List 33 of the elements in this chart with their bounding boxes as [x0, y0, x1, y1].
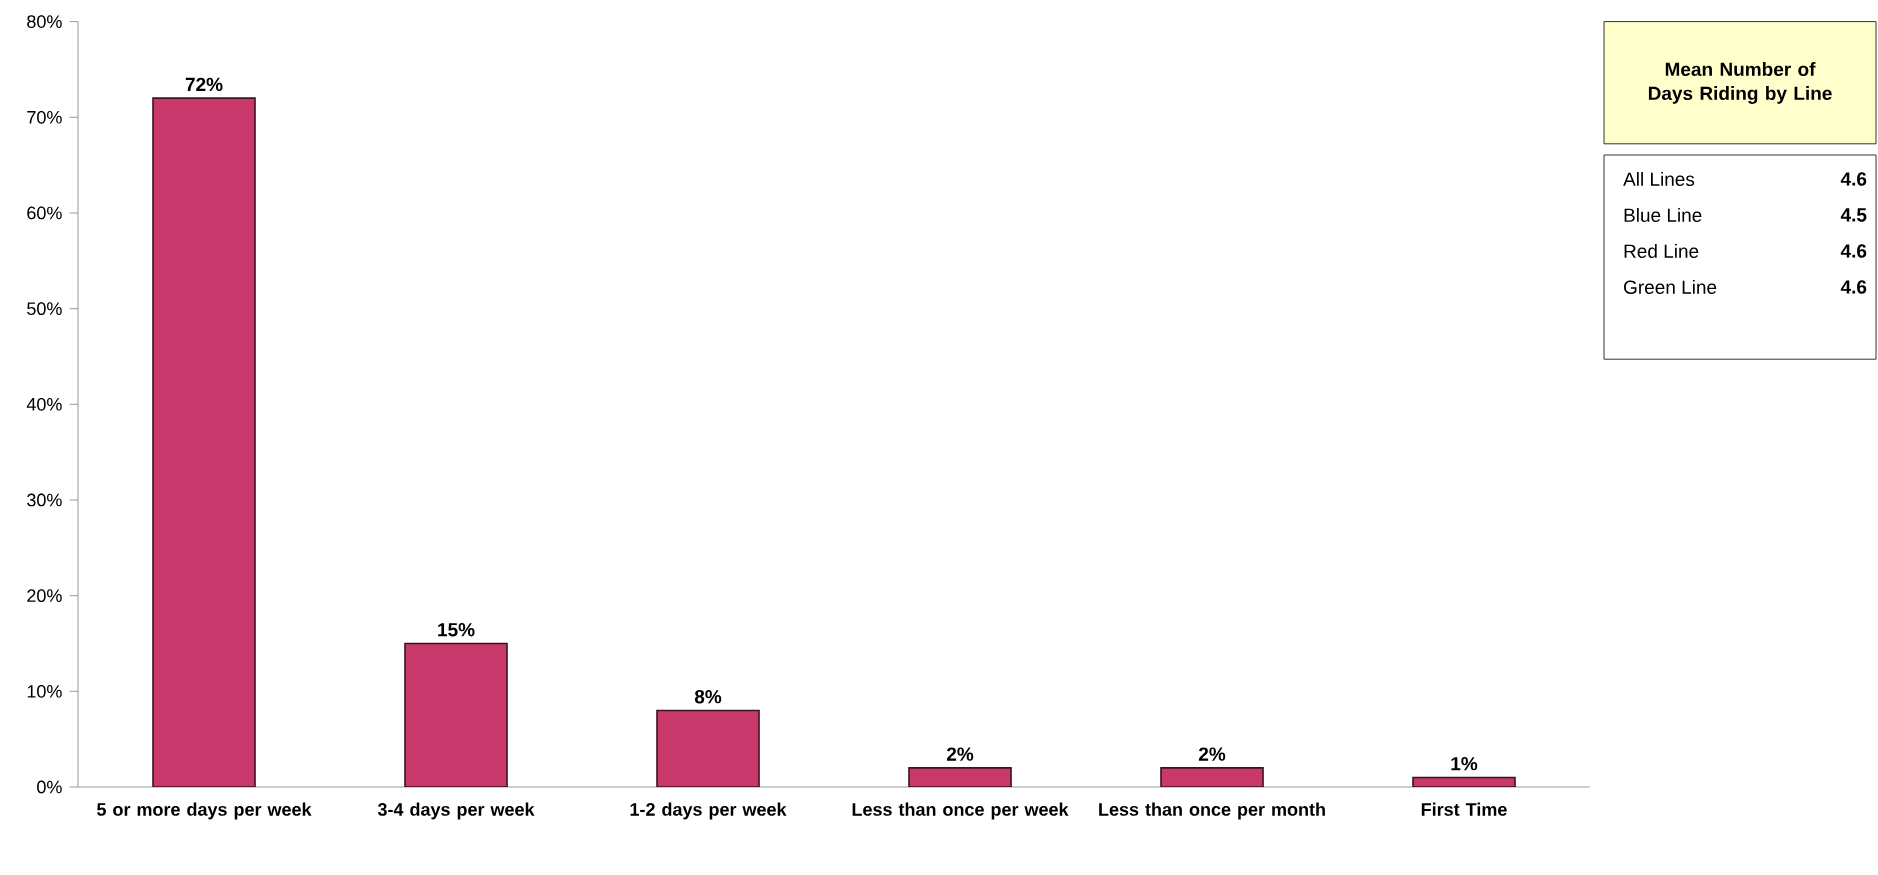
- text: Mean Number of Days Riding by Line: [1648, 62, 1832, 104]
- x-tick-label: Less than once per month: [1099, 802, 1325, 820]
- y-tick-label: 40%: [26, 397, 62, 411]
- x-tick-label: First Time: [1421, 802, 1507, 816]
- text: All Lines: [1623, 172, 1695, 186]
- x-tick-label: Less than once per week: [852, 802, 1069, 820]
- text: 4.6: [1840, 280, 1867, 294]
- data-label: 2%: [1198, 747, 1226, 761]
- y-tick-label: 70%: [27, 110, 62, 124]
- text: 4.5: [1840, 208, 1867, 222]
- y-tick-label: 60%: [27, 206, 62, 220]
- text: 4.6: [1840, 244, 1867, 258]
- bar: [152, 97, 256, 787]
- y-tick-label: 0%: [37, 780, 62, 794]
- y-tick-label: 10%: [27, 684, 62, 698]
- y-tick-label: 20%: [27, 589, 62, 603]
- text: Green Line: [1624, 280, 1717, 294]
- data-label: 8%: [694, 689, 722, 704]
- y-tick-label: 30%: [27, 493, 62, 507]
- text: 4.6: [1840, 172, 1867, 186]
- x-tick-label: 5 or more days per week: [97, 802, 312, 820]
- data-label: 15%: [438, 623, 475, 637]
- data-label: 72%: [185, 77, 223, 92]
- data-label: 1%: [1451, 756, 1478, 771]
- y-tick-label: 50%: [27, 302, 62, 316]
- bar: [656, 709, 760, 787]
- text: Red Line: [1624, 244, 1699, 258]
- y-tick-label: 80%: [27, 15, 62, 28]
- data-label: 2%: [946, 747, 974, 761]
- bar: [404, 642, 508, 787]
- x-tick-label: 3-4 days per week: [377, 802, 535, 820]
- text: Blue Line: [1624, 208, 1702, 222]
- x-tick-label: 1-2 days per week: [630, 802, 787, 820]
